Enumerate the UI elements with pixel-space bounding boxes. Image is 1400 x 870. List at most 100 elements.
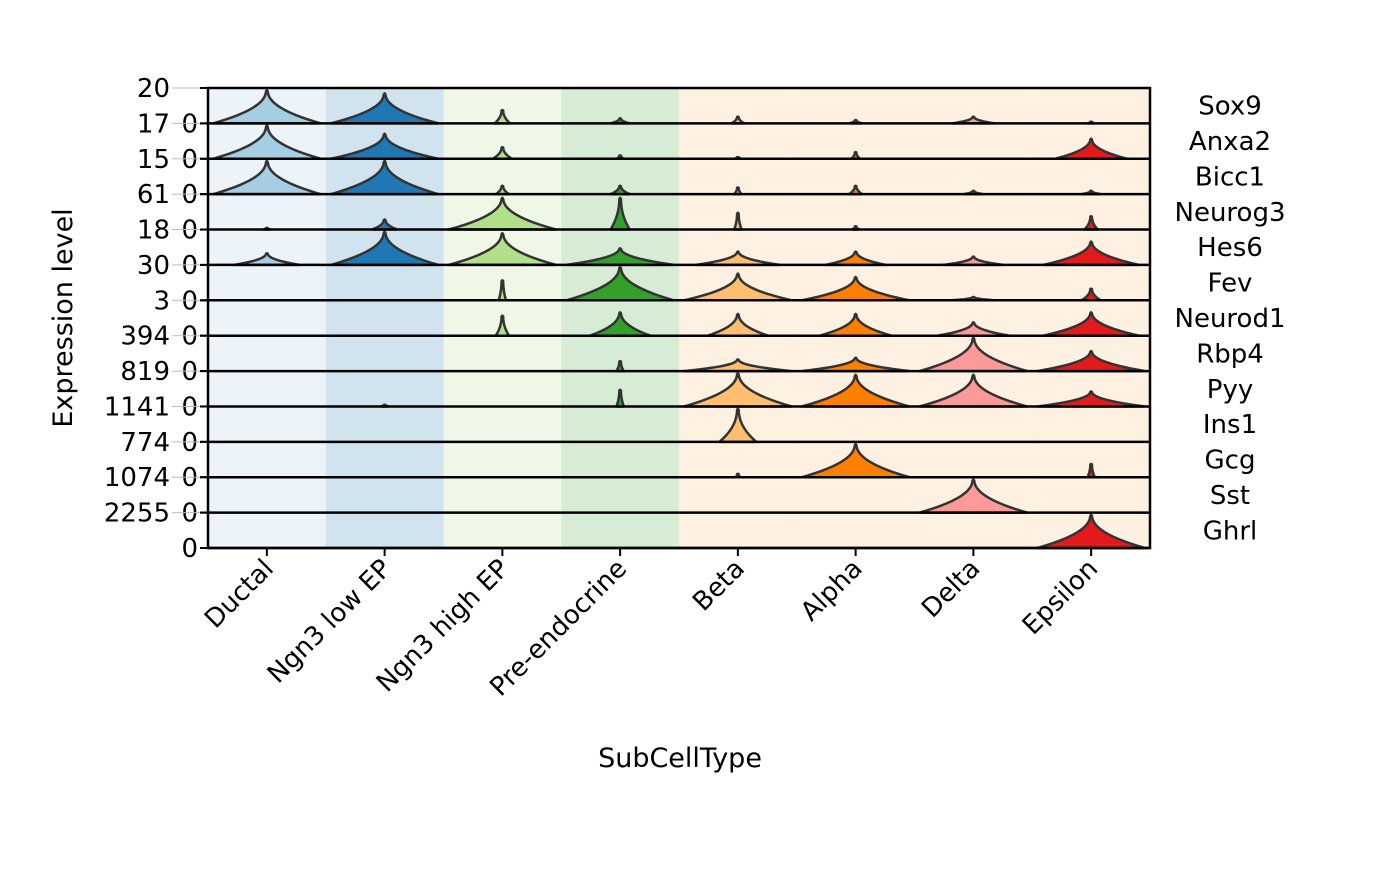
y-tick-label-zero: 0 xyxy=(181,145,198,175)
gene-label: Ins1 xyxy=(1203,410,1257,440)
y-tick-label-max: 17 xyxy=(137,109,170,139)
violin-bicc1-4 xyxy=(732,186,743,196)
y-tick-label-zero: 0 xyxy=(181,534,198,564)
x-tick-label: Delta xyxy=(916,554,986,624)
violin-bicc1-1 xyxy=(329,159,440,196)
gene-label: Anxa2 xyxy=(1189,127,1271,157)
violin-sst-6 xyxy=(918,477,1029,514)
x-tick-label: Alpha xyxy=(795,554,868,627)
y-tick-label-max: 20 xyxy=(137,74,170,104)
y-tick-label-max: 774 xyxy=(120,428,170,458)
violin-neurog3-2 xyxy=(447,196,558,231)
y-tick-label-zero: 0 xyxy=(181,392,198,422)
y-tick-label-zero: 0 xyxy=(181,428,198,458)
violin-neurod1-4 xyxy=(706,312,770,337)
x-tick-label: Epsilon xyxy=(1017,554,1104,641)
gene-label: Fev xyxy=(1208,269,1253,299)
y-tick-label-max: 15 xyxy=(137,145,170,175)
violin-hes6-1 xyxy=(329,230,440,267)
violin-rbp4-6 xyxy=(918,336,1029,373)
violin-hes6-6 xyxy=(941,255,1005,267)
y-tick-label-max: 30 xyxy=(137,251,170,281)
violin-sox9-2 xyxy=(493,108,512,125)
violin-hes6-3 xyxy=(565,246,676,267)
violin-hes6-7 xyxy=(1041,240,1141,267)
violin-anxa2-5 xyxy=(850,150,862,161)
violin-fev-5 xyxy=(800,275,911,302)
gene-label: Gcg xyxy=(1205,446,1256,476)
violin-fev-2 xyxy=(497,279,508,302)
y-tick-label-max: 819 xyxy=(120,357,170,387)
violin-gcg-5 xyxy=(800,442,911,479)
y-tick-label-max: 61 xyxy=(137,180,170,210)
violin-hes6-5 xyxy=(824,250,888,267)
y-tick-label-zero: 0 xyxy=(181,251,198,281)
violin-sox9-4 xyxy=(729,115,746,125)
violin-neurod1-6 xyxy=(936,321,1011,337)
violin-rbp4-3 xyxy=(615,359,626,373)
violin-bicc1-5 xyxy=(847,184,864,196)
y-tick-label-max: 1074 xyxy=(104,463,170,493)
violin-neurod1-3 xyxy=(588,311,652,337)
gene-label: Neurod1 xyxy=(1175,304,1286,334)
y-tick-label-max: 1141 xyxy=(104,392,170,422)
y-tick-label-max: 3 xyxy=(153,286,170,316)
x-tick-label: Beta xyxy=(687,554,751,618)
violin-pyy-7 xyxy=(1036,390,1147,408)
gene-label: Sst xyxy=(1210,481,1250,511)
violin-anxa2-0 xyxy=(211,124,322,161)
violin-pyy-4 xyxy=(682,371,793,408)
violin-neurog3-3 xyxy=(609,196,632,231)
gene-label: Pyy xyxy=(1207,375,1253,405)
violin-fev-4 xyxy=(682,272,793,302)
violin-sox9-1 xyxy=(329,92,440,125)
y-tick-label-zero: 0 xyxy=(181,216,198,246)
y-tick-label-zero: 0 xyxy=(181,357,198,387)
violin-gcg-7 xyxy=(1086,462,1097,479)
violin-neurod1-7 xyxy=(1041,311,1141,337)
violin-neurod1-5 xyxy=(818,312,893,337)
violin-neurog3-4 xyxy=(732,211,743,231)
y-tick-label-zero: 0 xyxy=(181,499,198,529)
violin-pyy-5 xyxy=(800,373,911,408)
violin-anxa2-2 xyxy=(491,145,514,161)
violin-anxa2-1 xyxy=(329,132,440,161)
violin-neurog3-1 xyxy=(370,218,399,231)
y-tick-label-zero: 0 xyxy=(181,463,198,493)
column-background xyxy=(914,88,1033,548)
violin-rbp4-7 xyxy=(1036,349,1147,373)
y-tick-label-zero: 0 xyxy=(181,109,198,139)
violin-neurod1-2 xyxy=(494,314,511,337)
violin-hes6-2 xyxy=(447,231,558,267)
y-axis-label: Expression level xyxy=(48,208,79,427)
y-tick-label-zero: 0 xyxy=(181,180,198,210)
gene-label: Neurog3 xyxy=(1175,198,1286,228)
violin-anxa2-7 xyxy=(1053,137,1129,161)
violin-bicc1-0 xyxy=(211,159,322,196)
plot-frame xyxy=(206,86,1152,550)
x-tick-label: Ductal xyxy=(199,554,280,635)
y-tick-label-max: 18 xyxy=(137,216,170,246)
violin-bicc1-2 xyxy=(494,184,511,196)
violin-fev-7 xyxy=(1080,287,1103,302)
violin-ins1-4 xyxy=(718,407,758,444)
violin-sox9-6 xyxy=(950,115,997,125)
violin-bicc1-3 xyxy=(609,184,632,196)
x-tick-label: Ngn3 low EP xyxy=(262,554,398,690)
violin-ghrl-7 xyxy=(1036,513,1147,550)
violin-rbp4-4 xyxy=(682,358,793,373)
gene-label: Bicc1 xyxy=(1195,162,1265,192)
gene-label: Ghrl xyxy=(1203,516,1258,546)
y-tick-label-max: 394 xyxy=(120,322,170,352)
y-tick-label-zero: 0 xyxy=(181,286,198,316)
gene-label: Hes6 xyxy=(1197,233,1263,263)
violin-rbp4-5 xyxy=(800,356,911,373)
gene-label: Rbp4 xyxy=(1196,339,1264,369)
violin-fev-3 xyxy=(565,265,676,302)
y-tick-label-max: 2255 xyxy=(104,499,170,529)
violin-sox9-3 xyxy=(609,117,632,125)
violin-hes6-0 xyxy=(232,251,302,267)
violin-sox9-0 xyxy=(211,88,322,125)
violin-hes6-4 xyxy=(694,250,782,267)
